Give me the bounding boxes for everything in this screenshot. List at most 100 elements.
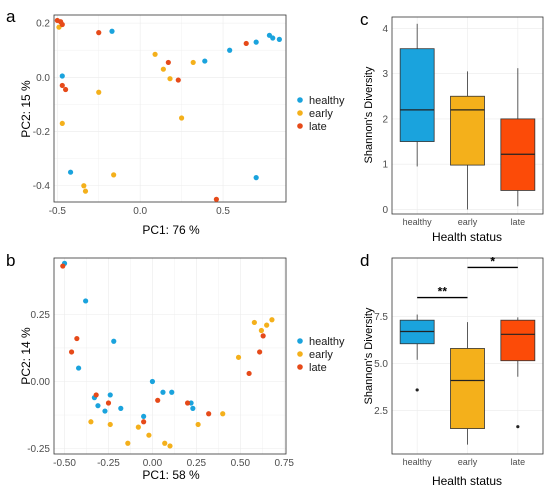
point-early xyxy=(190,59,196,66)
legend-label-late: late xyxy=(309,121,327,133)
point-late xyxy=(175,77,181,83)
point-healthy xyxy=(270,35,276,41)
point-early xyxy=(160,66,166,72)
point-late xyxy=(59,82,65,89)
point-early xyxy=(269,317,275,323)
point-late xyxy=(243,40,249,47)
plot-background xyxy=(54,258,286,454)
point-late xyxy=(246,370,252,377)
point-healthy xyxy=(227,47,233,53)
point-healthy xyxy=(102,408,108,414)
point-late xyxy=(60,263,66,269)
point-late xyxy=(93,392,99,398)
y-axis-title: PC2: 15 % xyxy=(19,80,33,138)
point-early xyxy=(179,115,185,121)
point-late xyxy=(165,59,171,66)
point-early xyxy=(59,120,65,127)
legend-swatch-healthy xyxy=(297,97,303,103)
legend-swatch-late xyxy=(297,364,303,370)
x-tick-label: early xyxy=(458,217,478,227)
significance-bracket: ** xyxy=(417,285,468,299)
x-tick-label: 0.0 xyxy=(133,206,147,217)
point-late xyxy=(184,400,191,406)
point-healthy xyxy=(190,405,196,411)
y-tick-label: 0.00 xyxy=(31,377,51,388)
y-axis-title: Shannon's Diversity xyxy=(363,307,375,404)
point-late xyxy=(68,349,75,355)
point-healthy xyxy=(141,413,147,420)
point-late xyxy=(59,21,65,28)
point-early xyxy=(220,411,226,417)
legend-swatch-early xyxy=(297,351,303,357)
scatter-points xyxy=(60,260,275,449)
y-tick-label: 4 xyxy=(382,24,388,35)
legend-swatch-early xyxy=(297,110,303,116)
point-healthy xyxy=(202,58,208,64)
point-early xyxy=(264,322,270,328)
gridlines xyxy=(54,258,286,454)
panel-b: -0.50 -0.25 0.00 0.25 0.50 0.75-0.250.000.25h… xyxy=(6,251,345,482)
point-early xyxy=(258,327,264,334)
y-tick-label: 3 xyxy=(382,69,388,80)
x-axis-title: Health status xyxy=(432,230,502,244)
point-late xyxy=(257,349,263,355)
y-axis-title: Shannon's Diversity xyxy=(363,66,375,163)
box-body xyxy=(500,319,536,362)
point-healthy xyxy=(118,405,124,411)
point-late xyxy=(206,411,212,417)
x-tick-label: 0.25 xyxy=(187,458,207,469)
point-late xyxy=(260,333,266,339)
plot-background xyxy=(54,15,286,202)
point-healthy xyxy=(59,73,65,79)
box-body xyxy=(399,48,435,142)
x-tick-label: healthy xyxy=(403,457,433,467)
point-late xyxy=(105,400,112,406)
x-tick-label: -0.25 xyxy=(97,458,120,469)
panel-c: healthy early late 0 1 2 3 4 Health status Shanno… xyxy=(360,10,544,244)
significance-label: * xyxy=(490,254,495,268)
y-tick-label: 2.5 xyxy=(374,406,388,417)
y-axis-title: PC2: 14 % xyxy=(19,327,33,385)
point-early xyxy=(195,421,201,428)
point-late xyxy=(74,335,80,342)
y-tick-label: 7.5 xyxy=(374,312,388,323)
x-tick-label: 0.75 xyxy=(275,458,295,469)
point-early xyxy=(146,432,152,438)
panel-a: -0.5 0.0 0.5 -0.4 -0.2 0.0 0.2 healthyearlylate… xyxy=(6,7,345,237)
outlier-point xyxy=(415,388,419,392)
point-late xyxy=(96,30,102,36)
point-early xyxy=(125,440,131,446)
point-late xyxy=(141,419,147,425)
y-tick-label: 5.0 xyxy=(374,359,388,370)
plot-border xyxy=(53,257,287,455)
point-late xyxy=(155,397,161,403)
box-early xyxy=(450,71,485,210)
point-early xyxy=(82,188,89,194)
point-early xyxy=(88,419,94,425)
x-tick-label: healthy xyxy=(403,217,433,227)
point-late xyxy=(213,196,219,202)
y-tick-label: 0.2 xyxy=(36,19,50,30)
legend-label-early: early xyxy=(309,349,333,361)
x-tick-label: -0.50 xyxy=(53,458,76,469)
box-early xyxy=(450,322,485,445)
legend-label-healthy: healthy xyxy=(309,95,345,107)
point-healthy xyxy=(67,169,74,175)
x-tick-label: 0.50 xyxy=(231,458,251,469)
y-tick-label: -0.25 xyxy=(27,444,50,455)
x-tick-label: 0.5 xyxy=(216,206,230,217)
legend-label-early: early xyxy=(309,108,333,120)
point-early xyxy=(135,424,141,430)
plot-border xyxy=(53,14,287,203)
outlier-point xyxy=(516,425,520,429)
panel-label: b xyxy=(6,251,15,270)
significance-label: ** xyxy=(438,285,448,299)
x-tick-label: late xyxy=(511,457,526,467)
panel-label: a xyxy=(6,7,16,26)
y-tick-label: 0.25 xyxy=(31,310,51,321)
point-early xyxy=(251,319,257,326)
point-early xyxy=(235,354,242,360)
y-tick-label: 1 xyxy=(382,160,388,171)
point-healthy xyxy=(253,39,259,45)
